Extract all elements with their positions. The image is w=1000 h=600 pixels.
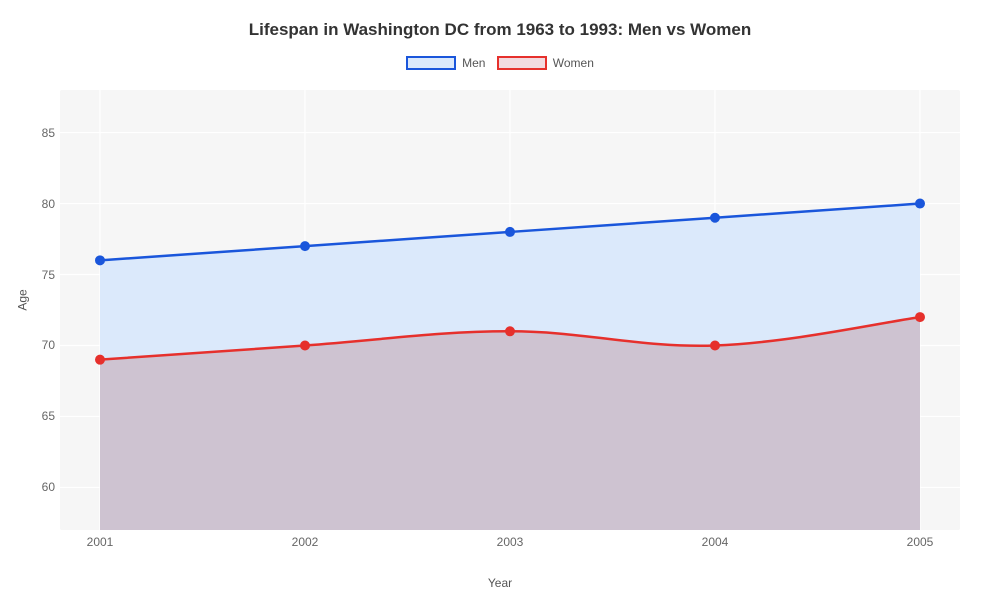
men-marker	[301, 242, 310, 251]
women-marker	[301, 341, 310, 350]
y-tick-label: 65	[0, 409, 55, 423]
legend-item-women: Women	[497, 56, 594, 70]
legend-swatch-women	[497, 56, 547, 70]
y-tick-label: 60	[0, 480, 55, 494]
x-tick-label: 2003	[497, 535, 524, 549]
y-tick-label: 80	[0, 197, 55, 211]
legend-label-men: Men	[462, 56, 485, 70]
men-marker	[711, 213, 720, 222]
x-tick-label: 2002	[292, 535, 319, 549]
lifespan-chart: Lifespan in Washington DC from 1963 to 1…	[0, 0, 1000, 600]
x-axis-title: Year	[0, 576, 1000, 590]
y-tick-label: 75	[0, 268, 55, 282]
legend-swatch-men	[406, 56, 456, 70]
plot-area	[60, 90, 960, 530]
legend-label-women: Women	[553, 56, 594, 70]
x-tick-labels: 2001 2002 2003 2004 2005	[60, 535, 960, 555]
x-tick-label: 2004	[702, 535, 729, 549]
women-marker	[916, 313, 925, 322]
y-tick-labels: 60 65 70 75 80 85	[0, 90, 55, 530]
women-marker	[711, 341, 720, 350]
y-tick-label: 70	[0, 338, 55, 352]
women-marker	[506, 327, 515, 336]
men-marker	[506, 227, 515, 236]
x-tick-label: 2005	[907, 535, 934, 549]
plot-svg	[60, 90, 960, 530]
men-marker	[96, 256, 105, 265]
women-marker	[96, 355, 105, 364]
chart-title: Lifespan in Washington DC from 1963 to 1…	[0, 20, 1000, 40]
legend: Men Women	[0, 56, 1000, 73]
x-tick-label: 2001	[87, 535, 114, 549]
men-marker	[916, 199, 925, 208]
legend-item-men: Men	[406, 56, 485, 70]
y-tick-label: 85	[0, 126, 55, 140]
